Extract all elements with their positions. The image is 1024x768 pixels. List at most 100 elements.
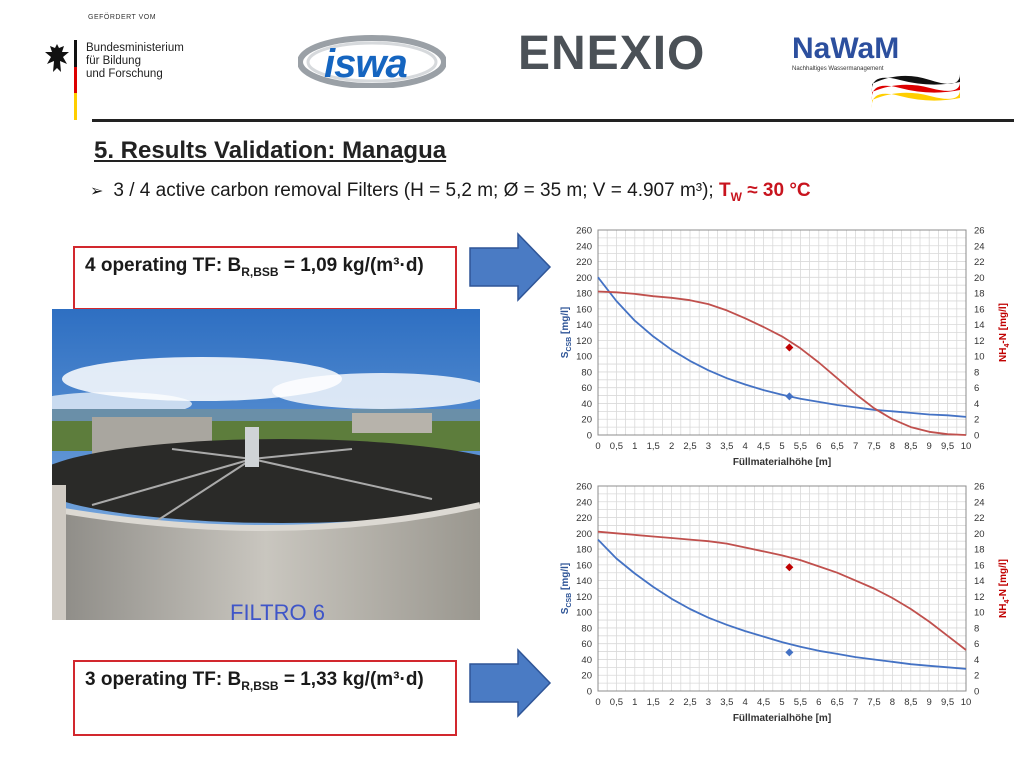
x-tick-label: 5: [779, 697, 784, 708]
y-left-tick-label: 40: [581, 655, 592, 666]
y-left-tick-label: 180: [576, 545, 592, 556]
plot-area-border: [597, 229, 967, 436]
chart-four-filters: 0 0,5 1 1,5 2 2,5 3 3,5 4 4,5 5 5,5 6 6,5 7 7,5 8 8,5 9 9,5…: [554, 220, 1016, 478]
bmbf-logo: GEFÖRDERT VOM Bundesministerium für Bild…: [40, 14, 210, 120]
chart-background: [554, 476, 1016, 734]
temperature-value: TW ≈ 30 °C: [719, 180, 811, 204]
y-left-tick-label: 20: [581, 415, 592, 426]
x-tick-label: 9,5: [941, 697, 954, 708]
iswa-logo: iswa: [298, 22, 446, 88]
three-filters-box: 3 operating TF: BR,BSB = 1,33 kg/(m³·d): [73, 660, 457, 736]
y-right-tick-label: 20: [974, 529, 985, 540]
y-left-tick-label: 140: [576, 320, 592, 331]
x-tick-label: 5,5: [794, 441, 807, 452]
x-tick-label: 0: [595, 697, 600, 708]
y-right-tick-label: 26: [974, 226, 985, 237]
x-tick-label: 10: [961, 697, 972, 708]
y-right-tick-label: 6: [974, 383, 979, 394]
y-left-tick-label: 40: [581, 399, 592, 410]
y-right-tick-label: 12: [974, 592, 985, 603]
measured-point-left: [785, 392, 794, 401]
y-left-tick-label: 80: [581, 367, 592, 378]
x-tick-label: 6: [816, 697, 821, 708]
measured-point-right: [785, 343, 794, 352]
x-tick-label: 7,5: [867, 697, 880, 708]
x-tick-label: 9,5: [941, 441, 954, 452]
x-tick-label: 2: [669, 441, 674, 452]
funded-by-label: GEFÖRDERT VOM: [88, 14, 157, 21]
y-left-axis-label: SCSB [mg/l]: [560, 563, 573, 614]
y-left-axis-label: SCSB [mg/l]: [560, 307, 573, 358]
y-right-tick-label: 14: [974, 320, 985, 331]
y-right-tick-label: 12: [974, 336, 985, 347]
y-right-tick-label: 2: [974, 671, 979, 682]
y-left-tick-label: 260: [576, 482, 592, 493]
x-tick-label: 9: [927, 697, 932, 708]
y-right-tick-label: 0: [974, 687, 979, 698]
y-right-tick-label: 16: [974, 304, 985, 315]
arrow-bullet-icon: ➢: [90, 183, 104, 200]
series-line-right: [597, 530, 967, 651]
photo-sign-text: FILTRO 6: [230, 600, 325, 620]
x-tick-label: 1,5: [647, 697, 660, 708]
y-left-tick-label: 100: [576, 352, 592, 363]
x-tick-label: 2,5: [683, 441, 696, 452]
series-line-left: [597, 538, 967, 670]
measured-point-right: [785, 563, 794, 572]
x-tick-label: 4,5: [757, 441, 770, 452]
header-divider: [92, 119, 1014, 122]
german-flag-bar: [74, 40, 77, 120]
x-tick-label: 6,5: [831, 697, 844, 708]
y-left-tick-label: 100: [576, 608, 592, 619]
x-tick-label: 1: [632, 441, 637, 452]
x-tick-label: 5: [779, 441, 784, 452]
x-tick-label: 3,5: [720, 697, 733, 708]
german-flag-wave-icon: [871, 74, 960, 108]
x-tick-label: 8: [890, 697, 895, 708]
y-left-tick-label: 160: [576, 560, 592, 571]
x-tick-label: 4: [743, 441, 748, 452]
y-left-tick-label: 220: [576, 513, 592, 524]
y-left-tick-label: 180: [576, 289, 592, 300]
y-left-tick-label: 240: [576, 241, 592, 252]
series-line-right: [597, 290, 967, 436]
y-right-tick-label: 10: [974, 608, 985, 619]
chart-three-filters: 0 0,5 1 1,5 2 2,5 3 3,5 4 4,5 5 5,5 6 6,5 7 7,5 8 8,5 9 9,5…: [554, 476, 1016, 734]
y-left-tick-label: 220: [576, 257, 592, 268]
trickling-filter-photo: FILTRO 6: [52, 309, 480, 620]
nawam-wordmark: NaWaM: [792, 32, 900, 65]
y-left-tick-label: 260: [576, 226, 592, 237]
series-line-left: [597, 276, 967, 418]
x-tick-label: 3: [706, 441, 711, 452]
y-right-tick-label: 0: [974, 431, 979, 442]
four-filters-box: 4 operating TF: BR,BSB = 1,09 kg/(m³·d): [73, 246, 457, 310]
x-tick-label: 8: [890, 441, 895, 452]
arrow-right-icon: [469, 232, 552, 302]
nawam-subtitle: Nachhaltiges Wassermanagement: [792, 66, 884, 72]
x-tick-label: 3,5: [720, 441, 733, 452]
x-tick-label: 0,5: [610, 697, 623, 708]
y-left-tick-label: 80: [581, 623, 592, 634]
y-left-tick-label: 160: [576, 304, 592, 315]
y-right-tick-label: 10: [974, 352, 985, 363]
nawam-logo: NaWaM Nachhaltiges Wassermanagement: [780, 20, 970, 110]
y-right-tick-label: 18: [974, 545, 985, 556]
enexio-wordmark: ENEXIO: [518, 27, 706, 80]
y-right-tick-label: 18: [974, 289, 985, 300]
y-right-tick-label: 22: [974, 513, 985, 524]
y-left-tick-label: 60: [581, 639, 592, 650]
x-tick-label: 0,5: [610, 441, 623, 452]
x-tick-label: 9: [927, 441, 932, 452]
y-right-tick-label: 4: [974, 399, 979, 410]
y-right-tick-label: 8: [974, 367, 979, 378]
arrow-right-icon: [469, 648, 552, 718]
y-right-tick-label: 14: [974, 576, 985, 587]
federal-eagle-icon: [45, 44, 69, 72]
x-tick-label: 2,5: [683, 697, 696, 708]
y-left-tick-label: 200: [576, 529, 592, 540]
y-left-tick-label: 0: [587, 687, 592, 698]
y-left-tick-label: 200: [576, 273, 592, 284]
x-tick-label: 6,5: [831, 441, 844, 452]
x-tick-label: 4,5: [757, 697, 770, 708]
x-axis-label: Füllmaterialhöhe [m]: [733, 713, 831, 724]
